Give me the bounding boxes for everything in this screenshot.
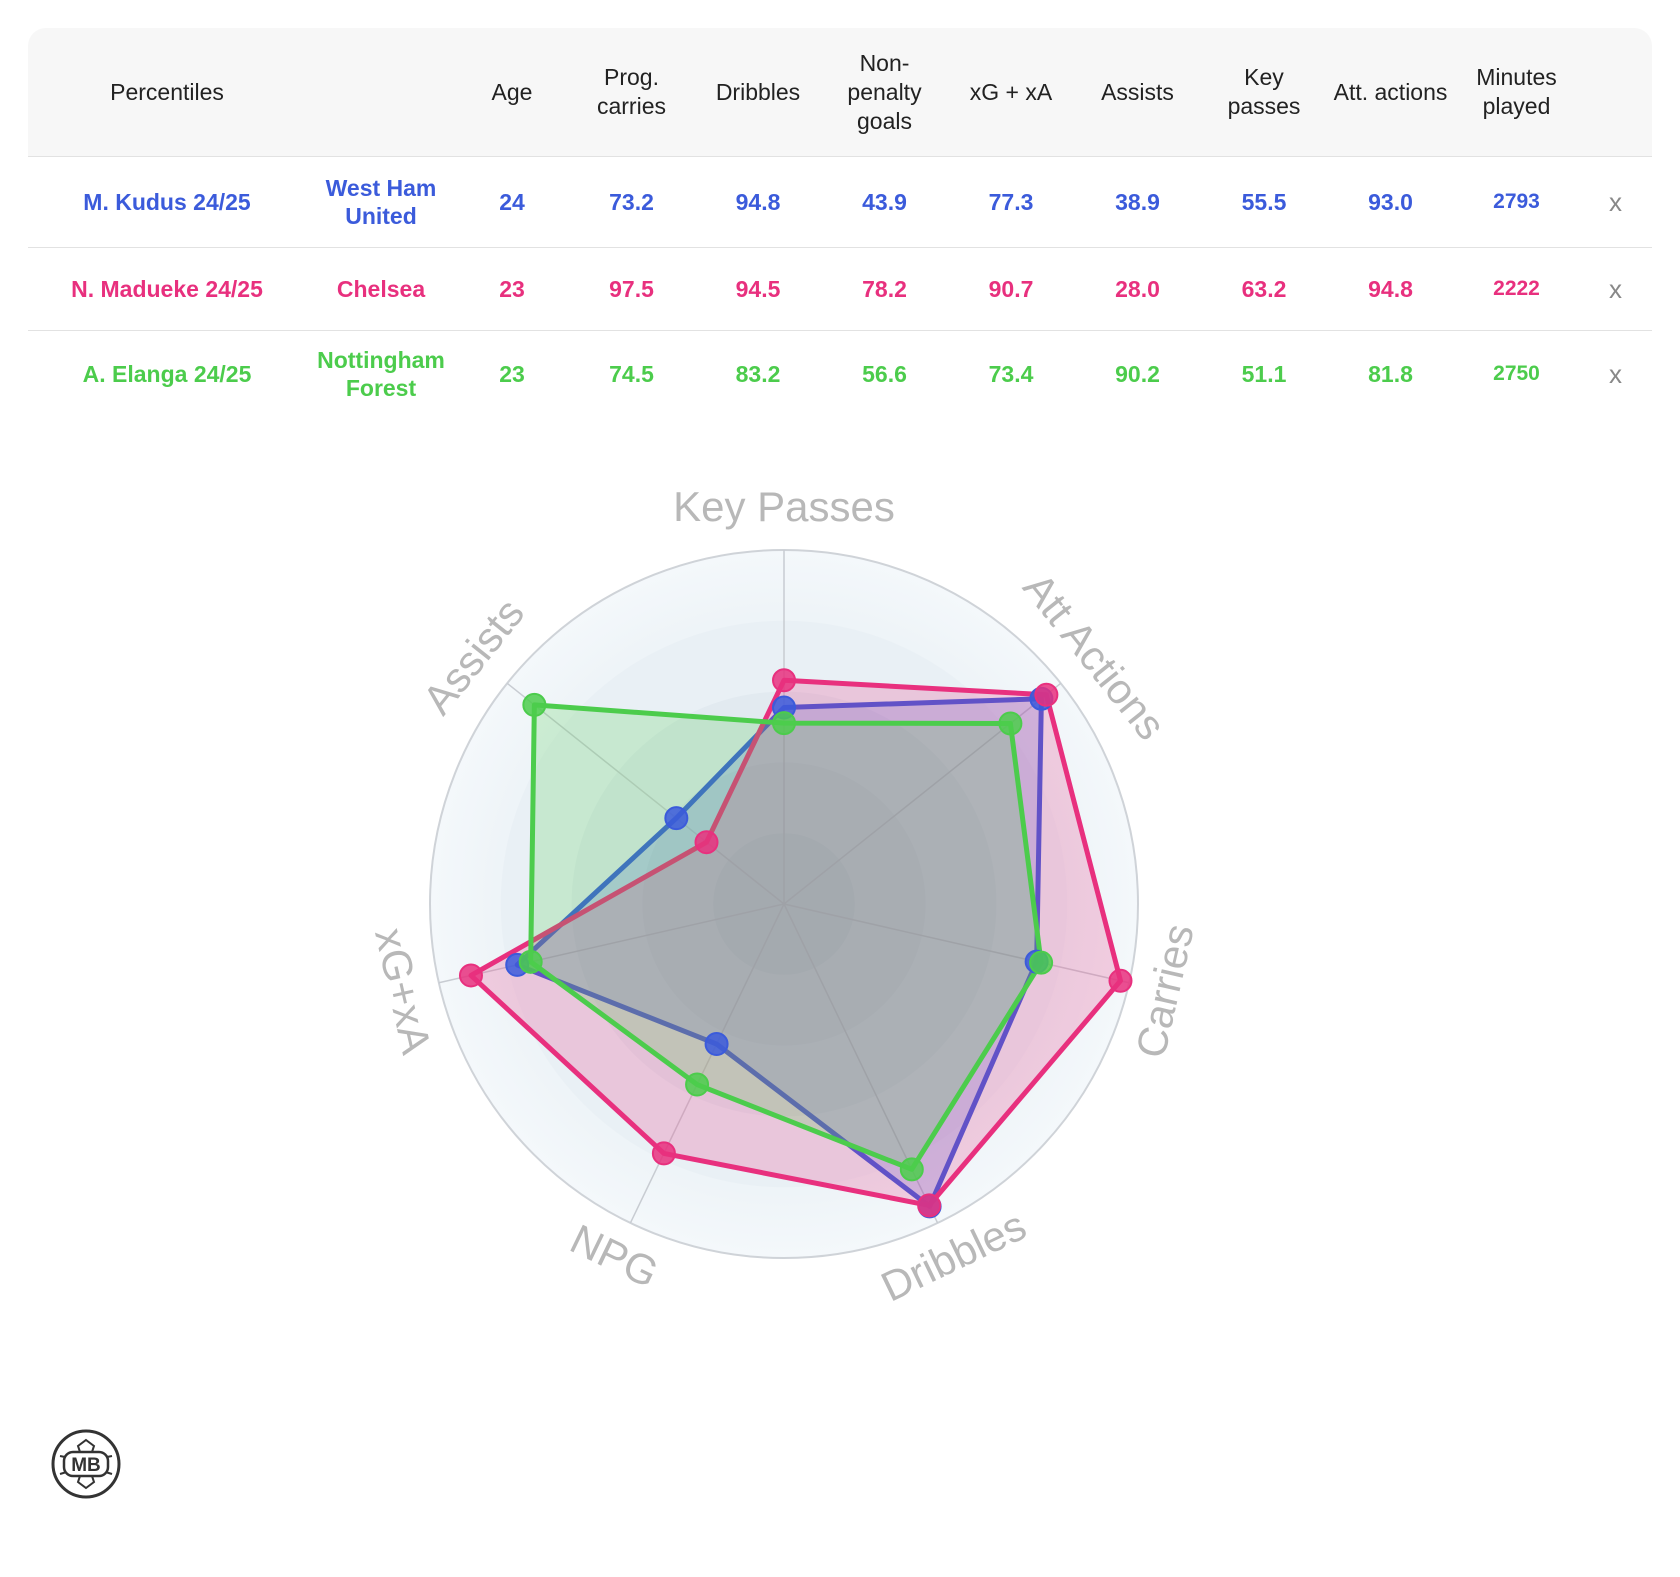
dribbles-value: 94.8 <box>695 156 821 248</box>
radar-point[interactable] <box>522 692 547 717</box>
npg-value: 56.6 <box>862 361 907 387</box>
minutes-value: 2222 <box>1454 247 1579 331</box>
dribbles-value: 94.5 <box>695 247 821 331</box>
radar-point[interactable] <box>1029 950 1054 975</box>
age-value: 24 <box>456 156 568 248</box>
radar-series-1 <box>514 696 1044 1209</box>
key-passes-value: 63.2 <box>1201 247 1327 331</box>
team-name: Nottingham Forest <box>317 347 445 401</box>
football-logo-icon: MB <box>51 1429 121 1499</box>
radar-point[interactable] <box>772 668 796 693</box>
header-assists[interactable]: Assists <box>1074 28 1201 157</box>
prog-carries-value: 73.2 <box>568 156 695 248</box>
radar-spoke <box>506 682 785 905</box>
header-team <box>306 28 456 157</box>
radar-point[interactable] <box>772 711 796 736</box>
mb-logo: MB <box>50 1428 122 1500</box>
prog-carries-value: 74.5 <box>609 361 654 387</box>
npg-value: 78.2 <box>821 247 948 331</box>
xg-xa-value: 90.7 <box>948 247 1074 331</box>
radar-axis-label: Key Passes <box>673 483 895 530</box>
header-age[interactable]: Age <box>456 28 568 157</box>
key-passes-value: 55.5 <box>1201 156 1327 248</box>
radar-point[interactable] <box>1108 968 1133 993</box>
radar-point[interactable] <box>518 949 543 974</box>
radar-point[interactable] <box>998 711 1023 736</box>
table-header-row: Percentiles Age Prog. carries Dribbles N… <box>28 28 1652 157</box>
radar-spoke <box>438 903 785 984</box>
logo-text: MB <box>71 1455 101 1476</box>
minutes-value: 2750 <box>1493 362 1540 385</box>
header-prog-carries[interactable]: Prog. carries <box>568 28 695 157</box>
percentiles-table-card: Percentiles Age Prog. carries Dribbles N… <box>28 28 1652 417</box>
player-name[interactable]: A. Elanga 24/25 <box>82 361 252 387</box>
radar-point[interactable] <box>694 830 719 855</box>
radar-point[interactable] <box>1034 682 1059 707</box>
npg-value: 43.9 <box>821 156 948 248</box>
age-value: 23 <box>456 247 568 331</box>
age-value: 23 <box>499 361 525 387</box>
radar-point[interactable] <box>704 1032 729 1057</box>
player-name[interactable]: N. Madueke 24/25 <box>28 247 306 331</box>
radar-point[interactable] <box>664 806 689 831</box>
att-actions-value: 94.8 <box>1327 247 1454 331</box>
radar-point[interactable] <box>458 963 483 988</box>
header-xg-xa[interactable]: xG + xA <box>948 28 1074 157</box>
team-name: Chelsea <box>306 247 456 331</box>
radar-point[interactable] <box>917 1193 942 1218</box>
table-row: M. Kudus 24/25 West Ham United 24 73.2 9… <box>28 156 1652 248</box>
radar-point[interactable] <box>685 1072 710 1097</box>
assists-value: 28.0 <box>1074 247 1201 331</box>
radar-series-3 <box>528 702 1044 1172</box>
remove-row-button[interactable]: x <box>1579 247 1652 331</box>
key-passes-value: 51.1 <box>1241 361 1287 387</box>
remove-row-button[interactable]: x <box>1579 156 1652 248</box>
header-npg[interactable]: Non-penalty goals <box>821 28 948 157</box>
header-att-actions[interactable]: Att. actions <box>1327 28 1454 157</box>
xg-xa-value: 77.3 <box>948 156 1074 248</box>
assists-value: 90.2 <box>1115 361 1160 387</box>
header-key-passes[interactable]: Key passes <box>1201 28 1327 157</box>
radar-axis-label: Carries <box>1127 920 1203 1062</box>
percentiles-table: Percentiles Age Prog. carries Dribbles N… <box>28 28 1652 417</box>
prog-carries-value: 97.5 <box>568 247 695 331</box>
radar-series-2 <box>468 677 1123 1208</box>
radar-axis-label: xG+xA <box>366 924 440 1059</box>
att-actions-value: 93.0 <box>1327 156 1454 248</box>
assists-value: 38.9 <box>1074 156 1201 248</box>
radar-spoke <box>629 903 785 1224</box>
table-row: N. Madueke 24/25 Chelsea 23 97.5 94.5 78… <box>28 247 1652 331</box>
header-remove <box>1579 28 1652 157</box>
header-minutes[interactable]: Minutes played <box>1454 28 1579 157</box>
radar-spoke <box>783 903 1130 984</box>
radar-point[interactable] <box>899 1157 924 1182</box>
header-dribbles[interactable]: Dribbles <box>695 28 821 157</box>
minutes-value: 2793 <box>1454 156 1579 248</box>
header-percentiles: Percentiles <box>28 28 306 157</box>
xg-xa-value: 73.4 <box>988 361 1034 387</box>
att-actions-value: 81.8 <box>1368 361 1413 387</box>
table-row: A. Elanga 24/25 Nottingham Forest 23 74.… <box>28 331 1652 418</box>
team-name: West Ham United <box>306 156 456 248</box>
remove-row-button[interactable]: x <box>1609 359 1622 389</box>
radar-point[interactable] <box>651 1141 676 1166</box>
player-name[interactable]: M. Kudus 24/25 <box>28 156 306 248</box>
dribbles-value: 83.2 <box>735 361 781 387</box>
